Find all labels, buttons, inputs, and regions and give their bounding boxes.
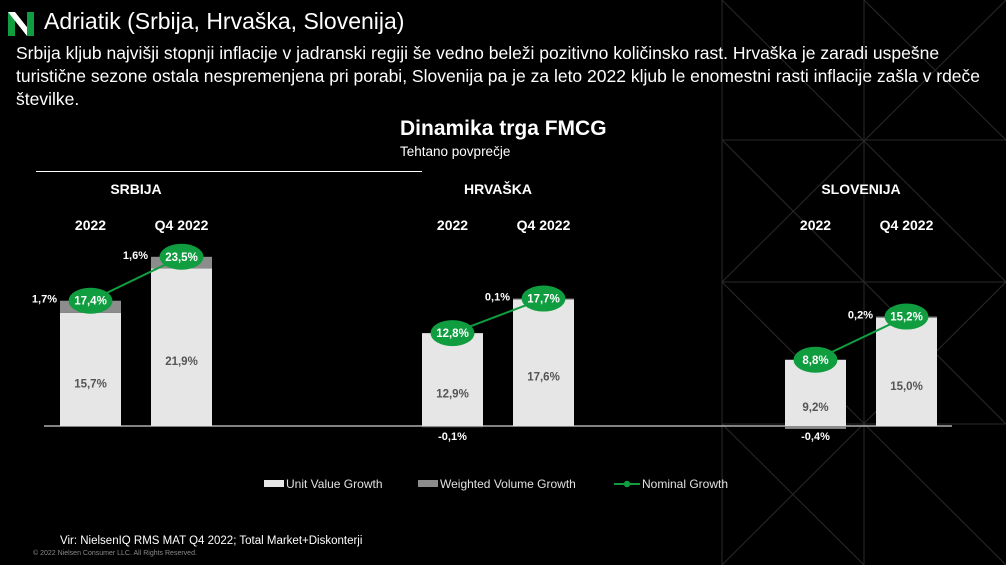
weighted-volume-bar — [422, 426, 483, 428]
unit-value-label: 12,9% — [436, 389, 469, 401]
weighted-volume-label: -0,4% — [801, 431, 830, 443]
nominal-growth-marker — [521, 285, 566, 312]
weighted-volume-label: 1,7% — [32, 294, 57, 306]
nominal-growth-marker — [159, 243, 204, 270]
unit-value-bar — [151, 268, 212, 426]
nielseniq-logo-icon — [8, 12, 34, 36]
nominal-growth-marker — [430, 320, 475, 347]
source-note: Vir: NielsenIQ RMS MAT Q4 2022; Total Ma… — [60, 535, 363, 547]
unit-value-label: 21,9% — [165, 356, 198, 368]
chart-title: Dinamika trga FMCG — [400, 117, 607, 140]
legend-label-weighted-volume: Weighted Volume Growth — [440, 477, 576, 491]
nominal-growth-label: 8,8% — [802, 355, 828, 367]
unit-value-label: 17,6% — [527, 372, 560, 384]
unit-value-bar — [60, 312, 121, 426]
category-label: 2022 — [800, 217, 831, 233]
nominal-growth-label: 17,7% — [527, 294, 560, 306]
weighted-volume-bar — [785, 426, 846, 429]
category-label: 2022 — [75, 217, 106, 233]
weighted-volume-label: 0,2% — [848, 310, 873, 322]
category-label: Q4 2022 — [155, 217, 209, 233]
weighted-volume-label: -0,1% — [438, 431, 467, 443]
unit-value-bar — [422, 333, 483, 426]
unit-value-bar — [876, 318, 937, 426]
page-subtitle: Srbija kljub najvišji stopnji inflacije … — [16, 43, 981, 109]
category-label: Q4 2022 — [517, 217, 571, 233]
group-label: SLOVENIJA — [821, 181, 900, 197]
unit-value-label: 15,0% — [890, 381, 923, 393]
group-label: HRVAŠKA — [464, 180, 532, 197]
category-label: Q4 2022 — [880, 217, 934, 233]
legend-label-nominal: Nominal Growth — [642, 477, 728, 491]
nominal-growth-marker — [884, 303, 929, 330]
legend-label-unit-value: Unit Value Growth — [286, 477, 383, 491]
weighted-volume-label: 0,1% — [485, 292, 510, 304]
legend-marker-nominal — [623, 480, 631, 488]
weighted-volume-label: 1,6% — [123, 250, 148, 262]
page-title: Adriatik (Srbija, Hrvaška, Slovenija) — [44, 8, 405, 34]
copyright-note: © 2022 Nielsen Consumer LLC. All Rights … — [33, 550, 197, 557]
nominal-growth-label: 12,8% — [436, 328, 469, 340]
chart-subtitle: Tehtano povprečje — [400, 144, 511, 159]
nominal-growth-label: 15,2% — [890, 312, 923, 324]
unit-value-label: 15,7% — [74, 378, 107, 390]
nominal-growth-marker — [68, 287, 113, 314]
title-divider — [36, 171, 422, 172]
nominal-growth-label: 17,4% — [74, 296, 107, 308]
group-label: SRBIJA — [110, 181, 161, 197]
nominal-growth-label: 23,5% — [165, 252, 198, 264]
legend-swatch-unit-value — [264, 480, 284, 487]
category-label: 2022 — [437, 217, 468, 233]
unit-value-label: 9,2% — [802, 402, 828, 414]
unit-value-bar — [513, 299, 574, 426]
legend-swatch-weighted-volume — [418, 480, 438, 487]
nominal-growth-marker — [793, 346, 838, 373]
